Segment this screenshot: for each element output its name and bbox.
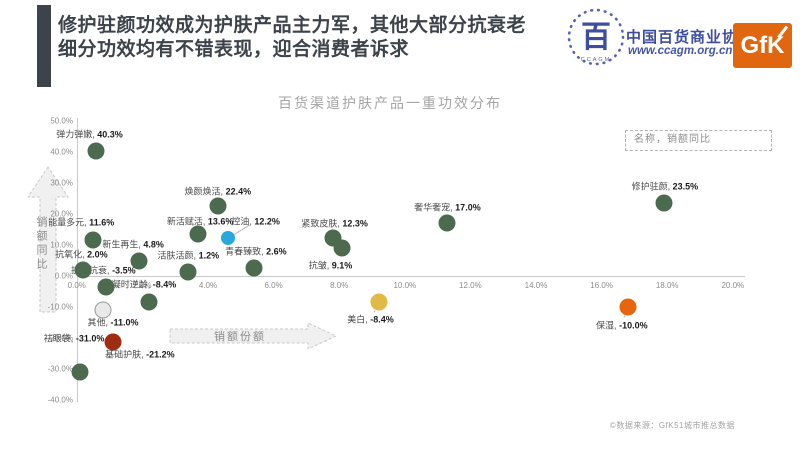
scatter-dot <box>655 194 673 212</box>
gfk-logo: GfK <box>733 23 792 68</box>
point-label: 新活赋活, 13.6% <box>166 216 234 227</box>
scatter-dot <box>74 261 92 279</box>
x-axis-tick: 4.0% <box>198 281 218 290</box>
slide-title-line2: 细分功效均有不错表现，迎合消费者诉求 <box>58 39 410 60</box>
scatter-dot <box>333 239 351 257</box>
point-label: 弹力弹嫩, 40.3% <box>56 129 123 140</box>
point-label: 新生再生, 4.8% <box>102 239 164 250</box>
scatter-dot <box>140 293 158 311</box>
scatter-dot <box>189 225 207 243</box>
scatter-dot <box>94 301 112 319</box>
x-axis-tick: 18.0% <box>655 281 679 290</box>
x-axis-line <box>77 276 745 277</box>
scatter-dot <box>370 293 388 311</box>
scatter-dot <box>87 142 105 160</box>
x-axis-tick: 8.0% <box>330 281 349 290</box>
title-accent-bar <box>37 5 51 87</box>
point-label: 其他, -11.0% <box>87 317 139 328</box>
x-axis-tick: 16.0% <box>590 281 613 290</box>
point-label: 抗氧化, 2.0% <box>55 249 108 260</box>
chart-title: 百货渠道护肤产品一重功效分布 <box>278 95 502 111</box>
association-name: 中国百货商业协会 <box>626 30 755 46</box>
point-label: 焕颜焕活, 22.4% <box>184 186 252 197</box>
y-axis-tick: 50.0% <box>50 116 73 125</box>
point-label: 祛眼袋, -31.0% <box>43 333 105 344</box>
x-axis-tick: 12.0% <box>459 281 482 290</box>
y-axis-tick: 20.0% <box>50 209 73 219</box>
x-axis-tick: 6.0% <box>264 281 283 290</box>
y-axis-tick: -40.0% <box>47 395 73 405</box>
legend-box: 名称，销额同比 <box>625 130 772 151</box>
ccagm-seal-icon: 百 CCAGM <box>567 8 625 66</box>
scatter-dot <box>220 231 235 246</box>
point-label: 奢华奢宠, 17.0% <box>414 202 481 213</box>
y-axis-tick: 0.0% <box>54 271 73 281</box>
scatter-dot <box>179 263 197 281</box>
association-url: www.ccagm.org.cn <box>628 45 733 57</box>
gfk-logo-text: GfK <box>740 31 785 59</box>
seal-caption: CCAGM <box>581 57 611 63</box>
y-axis-tick: -10.0% <box>47 302 73 312</box>
slide-title: 修护驻颜功效成为护肤产品主力军，其他大部分抗衰老 细分功效均有不错表现，迎合消费… <box>58 14 526 62</box>
scatter-dot <box>209 197 227 215</box>
scatter-dot <box>84 231 102 249</box>
y-axis-tick: 30.0% <box>50 178 73 188</box>
point-label: 抗皱, 9.1% <box>308 260 353 271</box>
x-axis-label: 销额份额 <box>214 331 266 343</box>
point-label: 凝时逆龄, -8.4% <box>111 279 177 290</box>
data-source-note: ©数据来源：GfK51城市推总数据 <box>609 421 735 430</box>
y-axis-tick: -30.0% <box>47 364 73 374</box>
scatter-dot <box>438 214 456 232</box>
y-axis-arrow <box>27 166 69 313</box>
y-axis-label: 销额同比 <box>35 216 47 272</box>
point-label: 活肤活颜, 1.2% <box>157 250 220 261</box>
y-axis-line <box>77 118 78 402</box>
point-label: 保湿, -10.0% <box>596 320 648 331</box>
y-axis-tick: -20.0% <box>47 333 73 343</box>
scatter-dot <box>619 298 637 316</box>
point-label: 紧致皮肤, 12.3% <box>301 218 368 229</box>
point-label: 控油, 12.2% <box>231 216 280 227</box>
x-axis-tick: 0.0% <box>67 281 86 290</box>
y-axis-tick: 40.0% <box>50 147 73 157</box>
scatter-dot <box>71 363 89 381</box>
scatter-dot <box>104 333 122 351</box>
scatter-dot <box>130 252 148 270</box>
scatter-dot <box>245 259 263 277</box>
y-axis-tick: 10.0% <box>50 240 73 250</box>
scatter-dot <box>97 278 115 296</box>
seal-glyph: 百 <box>581 21 611 54</box>
x-axis-tick: 20.0% <box>721 281 745 290</box>
legend-label: 名称，销额同比 <box>634 134 711 145</box>
slide-title-line1: 修护驻颜功效成为护肤产品主力军，其他大部分抗衰老 <box>58 15 527 36</box>
point-label: 修护驻颜, 23.5% <box>631 181 699 192</box>
point-label: 能量多元, 11.6% <box>48 217 115 228</box>
x-axis-tick: 14.0% <box>524 281 548 290</box>
point-label: 基础护肤, -21.2% <box>105 349 175 360</box>
point-label: 青春臻致, 2.6% <box>225 246 287 257</box>
point-label: 美白, -8.4% <box>347 314 394 325</box>
x-axis-tick: 10.0% <box>393 281 417 290</box>
x-axis-tick: 2.0% <box>133 281 152 290</box>
x-axis-arrow <box>169 322 338 350</box>
